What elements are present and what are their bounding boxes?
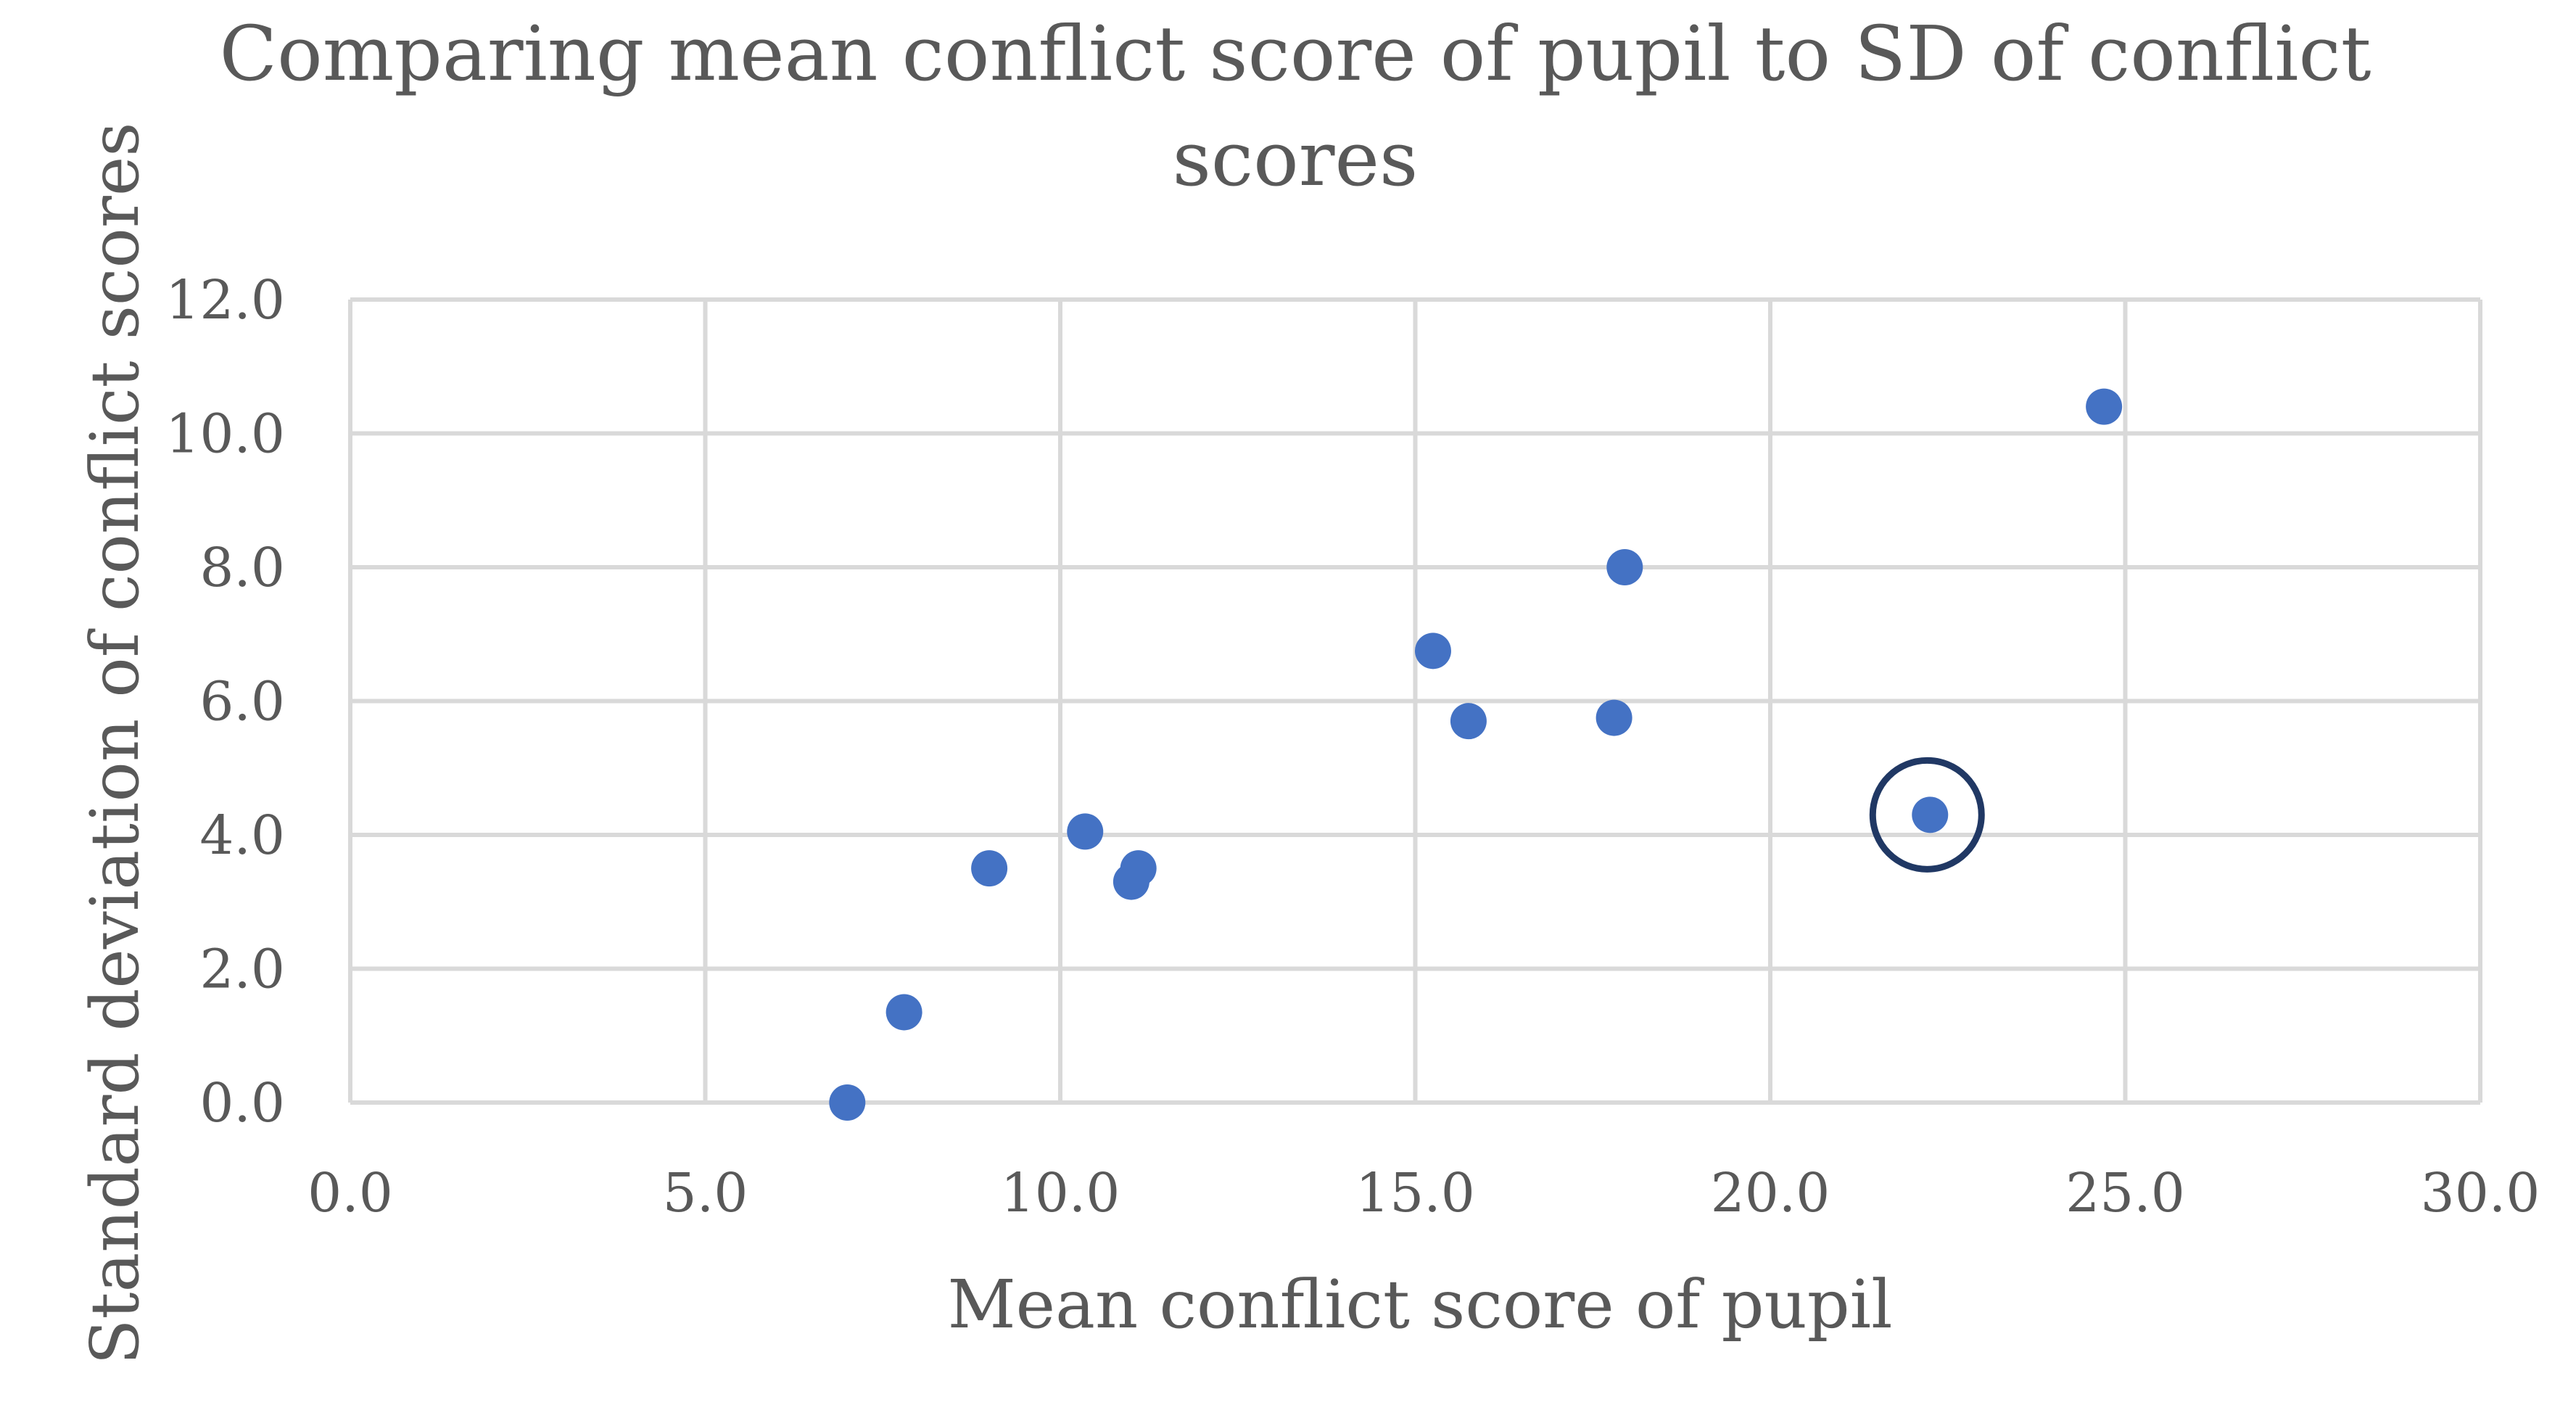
x-tick-label: 5.0 xyxy=(663,1162,748,1224)
data-point xyxy=(1450,703,1487,740)
data-point xyxy=(2086,388,2123,425)
highlight-layer xyxy=(1869,757,1985,873)
data-point xyxy=(971,850,1008,887)
data-point xyxy=(1912,796,1949,833)
x-tick-label: 30.0 xyxy=(2421,1162,2540,1224)
x-tick-label: 25.0 xyxy=(2065,1162,2185,1224)
data-point xyxy=(1414,633,1451,670)
data-point xyxy=(1606,549,1643,585)
data-point xyxy=(1595,699,1632,736)
chart-title-line-2: scores xyxy=(1173,115,1419,203)
tick-labels: 0.0 2.0 4.0 6.0 8.0 10.0 12.0 0.0 5.0 10.0 15.0 20.… xyxy=(165,269,2540,1224)
x-tick-label: 10.0 xyxy=(1001,1162,1120,1224)
x-axis-title: Mean conflict score of pupil xyxy=(947,1266,1892,1343)
highlight-ring xyxy=(1869,757,1985,873)
y-tick-label: 4.0 xyxy=(199,804,285,867)
y-tick-label: 12.0 xyxy=(165,269,285,331)
y-tick-label: 6.0 xyxy=(199,671,285,733)
y-tick-label: 2.0 xyxy=(199,939,285,1001)
x-tick-label: 20.0 xyxy=(1711,1162,1830,1224)
data-points xyxy=(829,388,2123,1121)
y-tick-label: 8.0 xyxy=(199,537,285,599)
grid-layer xyxy=(348,297,2482,1105)
chart-title: Comparing mean conflict score of pupil t… xyxy=(220,9,2371,203)
data-point xyxy=(1120,850,1157,887)
data-point xyxy=(829,1084,866,1121)
y-tick-label: 0.0 xyxy=(199,1072,285,1134)
x-tick-label: 15.0 xyxy=(1355,1162,1475,1224)
y-axis-title: Standard deviation of conflict scores xyxy=(76,123,154,1365)
x-tick-label: 0.0 xyxy=(307,1162,393,1224)
data-point xyxy=(886,994,922,1031)
chart-title-line-1: Comparing mean conflict score of pupil t… xyxy=(220,9,2371,98)
y-tick-label: 10.0 xyxy=(165,403,285,466)
data-point xyxy=(1067,813,1104,850)
